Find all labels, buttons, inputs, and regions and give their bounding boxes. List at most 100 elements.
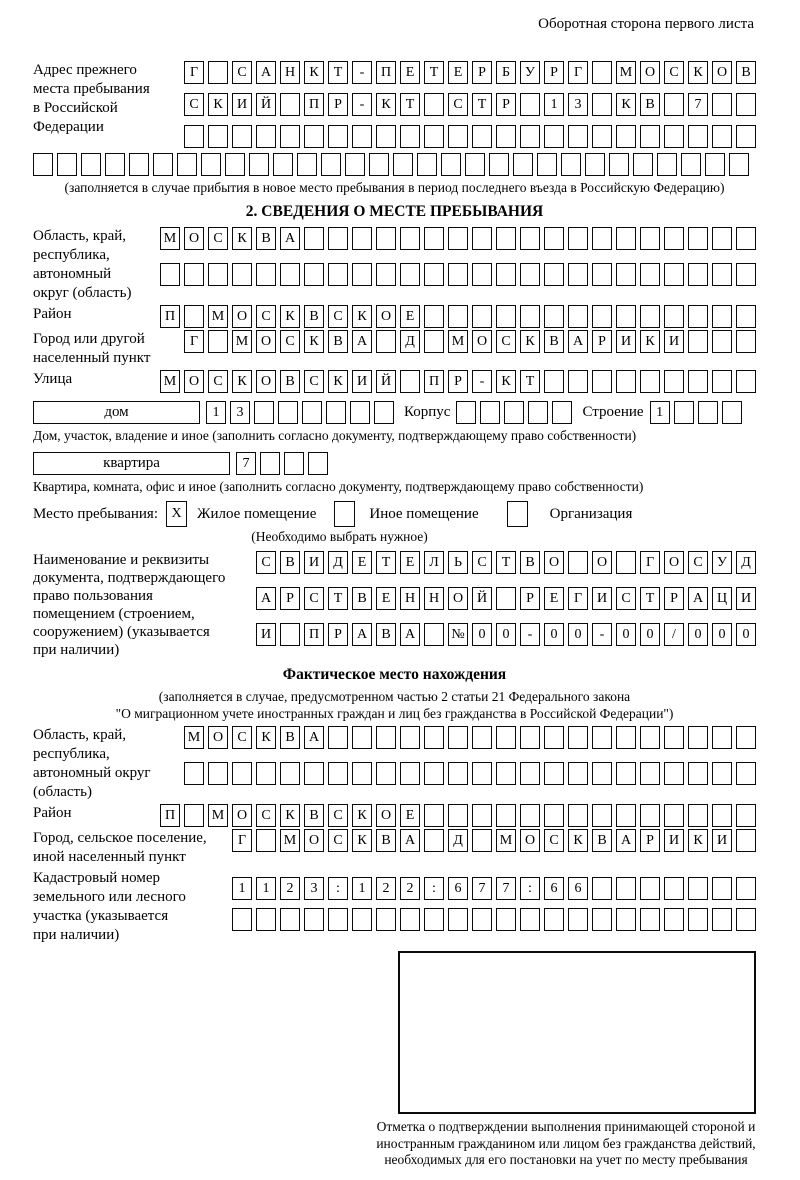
char-cell bbox=[496, 227, 516, 250]
dom-caption: Дом, участок, владение и иное (заполнить… bbox=[33, 428, 637, 443]
char-cell: О bbox=[184, 370, 204, 393]
char-cell: 3 bbox=[230, 401, 250, 424]
char-cell: : bbox=[328, 877, 348, 900]
kadastr-row-2 bbox=[232, 908, 756, 931]
char-cell bbox=[374, 401, 394, 424]
char-cell bbox=[496, 263, 516, 286]
raion-label: Район bbox=[33, 306, 72, 322]
char-cell: С bbox=[232, 61, 252, 84]
char-cell: А bbox=[352, 623, 372, 646]
stroenie-label: Строение bbox=[582, 404, 644, 420]
char-cell: А bbox=[568, 330, 588, 353]
char-cell bbox=[256, 829, 276, 852]
char-cell bbox=[302, 401, 322, 424]
char-cell: Е bbox=[376, 587, 396, 610]
char-cell bbox=[568, 762, 588, 785]
label-line: документа, подтверждающего bbox=[33, 570, 226, 586]
char-cell: Г bbox=[184, 61, 204, 84]
stamp-area: Отметка о подтверждении выполнения прини… bbox=[33, 951, 756, 1169]
char-cell: К bbox=[352, 305, 372, 328]
char-cell: К bbox=[688, 61, 708, 84]
char-cell bbox=[256, 762, 276, 785]
char-cell: С bbox=[328, 829, 348, 852]
char-cell: 0 bbox=[568, 623, 588, 646]
char-cell bbox=[520, 726, 540, 749]
char-cell: 1 bbox=[256, 877, 276, 900]
fact-caption-1: (заполняется в случае, предусмотренном ч… bbox=[158, 689, 631, 704]
char-cell bbox=[448, 726, 468, 749]
char-cell: 2 bbox=[376, 877, 396, 900]
char-cell bbox=[568, 305, 588, 328]
char-cell bbox=[376, 908, 396, 931]
char-cell bbox=[544, 263, 564, 286]
checkbox-zhiloe: X bbox=[166, 501, 187, 527]
char-cell: О bbox=[208, 726, 228, 749]
char-cell bbox=[736, 330, 756, 353]
char-cell: 1 bbox=[649, 401, 670, 424]
char-cell: 7 bbox=[496, 877, 516, 900]
char-cell bbox=[705, 153, 725, 176]
char-cell bbox=[616, 551, 636, 574]
char-cell: Е bbox=[400, 305, 420, 328]
char-cell: О bbox=[256, 330, 276, 353]
char-cell bbox=[280, 908, 300, 931]
char-cell: 0 bbox=[496, 623, 516, 646]
fact-oblast-row-2 bbox=[184, 762, 756, 785]
char-cell: 2 bbox=[400, 877, 420, 900]
char-cell: К bbox=[280, 305, 300, 328]
char-cell bbox=[616, 804, 636, 827]
char-cell bbox=[520, 804, 540, 827]
label-line: места пребывания bbox=[33, 81, 150, 97]
char-cell bbox=[208, 125, 228, 148]
char-cell bbox=[712, 305, 732, 328]
char-cell: Д bbox=[736, 551, 756, 574]
char-cell: М bbox=[232, 330, 252, 353]
char-cell bbox=[616, 125, 636, 148]
char-cell: 6 bbox=[544, 877, 564, 900]
fact-title: Фактическое место нахождения bbox=[282, 666, 507, 683]
char-cell: Н bbox=[280, 61, 300, 84]
char-cell bbox=[326, 401, 346, 424]
char-cell bbox=[232, 125, 252, 148]
char-cell: : bbox=[520, 877, 540, 900]
char-cell: К bbox=[352, 804, 372, 827]
char-cell: С bbox=[208, 370, 228, 393]
char-cell: П bbox=[160, 305, 180, 328]
char-cell bbox=[350, 401, 370, 424]
char-cell bbox=[688, 908, 708, 931]
char-cell: И bbox=[304, 551, 324, 574]
char-cell bbox=[472, 804, 492, 827]
char-cell: Р bbox=[328, 93, 348, 116]
char-cell bbox=[561, 153, 581, 176]
char-cell: Н bbox=[424, 587, 444, 610]
char-cell bbox=[129, 153, 149, 176]
char-cell bbox=[568, 804, 588, 827]
char-cell bbox=[664, 125, 684, 148]
label-line: в Российской bbox=[33, 100, 118, 116]
char-cell: Р bbox=[544, 61, 564, 84]
char-cell: О bbox=[712, 61, 732, 84]
char-cell bbox=[376, 227, 396, 250]
char-cell: М bbox=[208, 804, 228, 827]
char-cell: Р bbox=[448, 370, 468, 393]
char-cell bbox=[448, 762, 468, 785]
char-cell bbox=[673, 401, 694, 424]
char-cell bbox=[184, 263, 204, 286]
char-cell: Т bbox=[496, 551, 516, 574]
char-cell bbox=[697, 401, 718, 424]
char-cell bbox=[260, 452, 280, 475]
char-cell bbox=[208, 263, 228, 286]
char-cell: Т bbox=[520, 370, 540, 393]
char-cell bbox=[568, 227, 588, 250]
char-cell bbox=[424, 829, 444, 852]
char-cell: - bbox=[520, 623, 540, 646]
char-cell: С bbox=[328, 804, 348, 827]
checkbox-organizatsiya bbox=[506, 501, 528, 527]
